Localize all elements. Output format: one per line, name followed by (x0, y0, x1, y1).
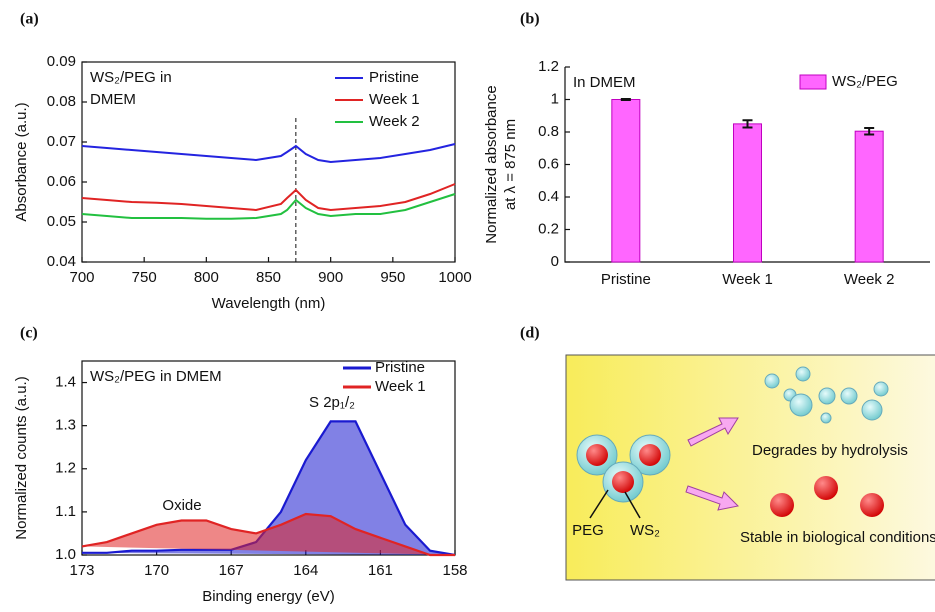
pointer (624, 491, 641, 519)
x-tick-label: Week 1 (722, 271, 773, 288)
y-tick-label: 0.08 (47, 93, 76, 110)
y-tick-label: 0.09 (47, 53, 76, 70)
particle-core (586, 444, 608, 466)
panel-label: (b) (520, 11, 540, 28)
outcome-text: Degrades by hydrolysis (752, 442, 908, 459)
x-tick-label: 164 (293, 562, 318, 579)
area (82, 420, 456, 557)
particle-core (612, 471, 634, 493)
line (81, 183, 456, 212)
legend-swatch (799, 74, 827, 90)
area (81, 512, 455, 557)
x-tick-label: 850 (256, 269, 281, 286)
y-tick-label: 0.6 (538, 155, 559, 172)
y-tick-label: 0.8 (538, 123, 559, 140)
peak-label: S 2p₁/₂ (309, 394, 355, 411)
y-tick-label: 0.2 (538, 220, 559, 237)
legend-label: Pristine (375, 359, 425, 376)
x-tick-label: 700 (69, 269, 94, 286)
x-tick-label: 750 (132, 269, 157, 286)
line (81, 143, 456, 164)
x-tick-label: 167 (219, 562, 244, 579)
y-tick-label: 0.04 (47, 253, 76, 270)
y-axis-title: at λ = 875 nm (502, 119, 519, 210)
line (81, 193, 456, 220)
bubble (795, 366, 811, 382)
x-tick-label: 173 (69, 562, 94, 579)
x-axis-title: Wavelength (nm) (212, 295, 326, 312)
y-tick-label: 0 (551, 253, 559, 270)
y-tick-label: 0.06 (47, 173, 76, 190)
bubble (861, 399, 883, 421)
bar (611, 99, 641, 263)
bubble (820, 412, 832, 424)
bubble (818, 387, 836, 405)
y-tick-label: 1 (551, 90, 559, 107)
bubble (789, 393, 813, 417)
x-tick-label: 800 (194, 269, 219, 286)
bar (854, 130, 884, 263)
y-tick-label: 0.05 (47, 213, 76, 230)
y-axis-title: Normalized counts (a.u.) (13, 376, 30, 539)
core-sphere (814, 476, 838, 500)
x-tick-label: 900 (318, 269, 343, 286)
arrow (687, 417, 739, 447)
legend-label: Week 1 (369, 91, 420, 108)
error-bar (742, 119, 753, 129)
bubble (764, 373, 780, 389)
y-axis-title: Absorbance (a.u.) (13, 102, 30, 221)
annotation: In DMEM (573, 74, 636, 91)
x-tick-label: Week 2 (844, 271, 895, 288)
x-tick-label: 170 (144, 562, 169, 579)
particle-core (639, 444, 661, 466)
legend-label: WS₂/PEG (832, 73, 898, 90)
annotation: DMEM (90, 91, 136, 108)
y-tick-label: 1.4 (55, 374, 76, 391)
x-axis-title: Binding energy (eV) (202, 588, 335, 605)
x-tick-label: 1000 (438, 269, 471, 286)
diagram: (d) PEG WS₂ Degrades by hydrolysis Stabl… (520, 325, 935, 581)
x-tick-label: 161 (368, 562, 393, 579)
annotation: WS₂/PEG in (90, 69, 172, 86)
y-tick-label: 0.4 (538, 188, 559, 205)
core-sphere (860, 493, 884, 517)
arrow (685, 485, 740, 511)
y-tick-label: 1.3 (55, 417, 76, 434)
y-tick-label: 1.1 (55, 503, 76, 520)
label-ws2: WS₂ (630, 522, 660, 539)
pointer (589, 489, 609, 519)
bar (733, 123, 762, 263)
outcome-text: Stable in biological conditions (740, 529, 935, 546)
panel-label: (d) (520, 325, 540, 342)
peak-label: Oxide (162, 497, 201, 514)
core-sphere (770, 493, 794, 517)
y-tick-label: 0.07 (47, 133, 76, 150)
bubble (840, 387, 858, 405)
y-tick-label: 1.2 (55, 460, 76, 477)
legend-label: Week 1 (375, 378, 426, 395)
panel-label: (c) (20, 325, 38, 342)
annotation: WS₂/PEG in DMEM (90, 368, 222, 385)
panel-label: (a) (20, 11, 39, 28)
x-tick-label: 950 (380, 269, 405, 286)
error-bar (864, 126, 875, 136)
legend-label: Week 2 (369, 113, 420, 130)
x-tick-label: 158 (442, 562, 467, 579)
y-axis-title: Normalized absorbance (483, 85, 500, 243)
bubble (873, 381, 889, 397)
legend-label: Pristine (369, 69, 419, 86)
y-tick-label: 1.2 (538, 58, 559, 75)
x-tick-label: Pristine (601, 271, 651, 288)
error-bar (620, 98, 631, 101)
plot-frame (81, 360, 456, 556)
y-tick-label: 1.0 (55, 546, 76, 563)
label-peg: PEG (572, 522, 604, 539)
